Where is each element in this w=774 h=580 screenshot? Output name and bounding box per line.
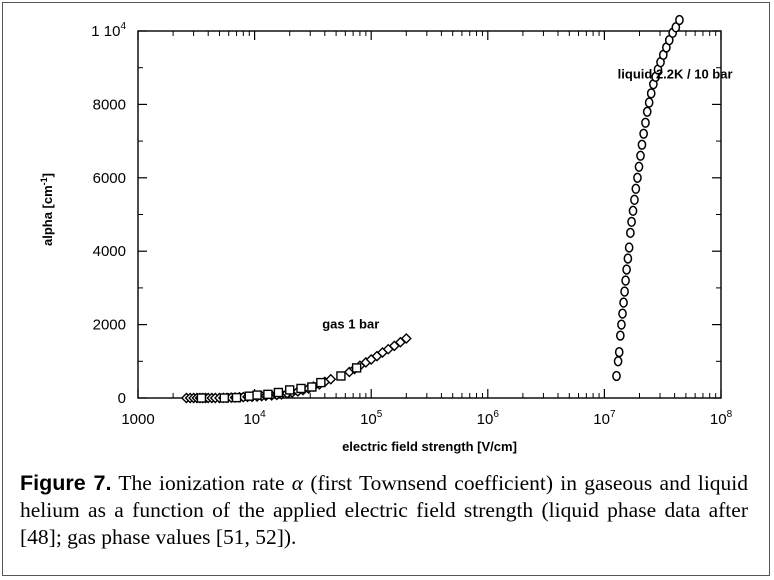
circle-marker — [637, 139, 647, 150]
circle-marker — [624, 242, 634, 253]
circle-marker — [627, 216, 636, 227]
circle-marker — [639, 128, 648, 139]
circle-marker — [646, 88, 656, 99]
y-tick-base: 6000 — [93, 170, 126, 187]
diamond-marker — [325, 373, 337, 385]
y-axis-label: alpha [cm-1] — [39, 173, 55, 246]
square-marker — [316, 377, 326, 388]
circle-marker — [622, 264, 631, 275]
x-axis-label: electric field strength [V/cm] — [342, 439, 517, 454]
square-marker — [219, 393, 230, 403]
x-tick-label: 1000 — [121, 411, 154, 428]
square-marker — [273, 387, 284, 398]
x-tick-label: 104 — [243, 409, 266, 428]
x-tick-base: 10 — [593, 411, 610, 428]
circle-marker — [617, 319, 626, 330]
circle-marker — [631, 183, 641, 194]
circle-marker — [614, 346, 624, 358]
x-tick-label: 105 — [360, 409, 383, 428]
annotation-label: liquid 2.2K / 10 bar — [618, 67, 733, 82]
figure-label: Figure 7. — [20, 471, 112, 495]
circle-marker — [633, 172, 642, 183]
square-marker — [196, 393, 207, 403]
y-axis-label-end: ] — [40, 173, 55, 177]
y-axis-label-sup: -1 — [39, 177, 49, 185]
circle-marker — [612, 370, 621, 382]
y-tick-label: 2000 — [93, 317, 126, 334]
y-tick-label: 6000 — [93, 170, 126, 187]
square-marker — [252, 390, 262, 400]
x-tick-base: 10 — [243, 411, 260, 428]
caption-text-end: (first Townsend coefficient) in gaseous … — [20, 471, 749, 549]
x-tick-label: 107 — [593, 409, 616, 428]
circle-marker — [626, 227, 635, 239]
y-tick-label: 0 — [118, 390, 126, 407]
y-tick-label: 4000 — [93, 243, 126, 260]
x-tick-exp: 8 — [727, 409, 733, 420]
circle-marker — [630, 194, 639, 205]
y-tick-base: 1 10 — [91, 23, 120, 40]
x-tick-exp: 4 — [260, 409, 266, 420]
square-marker — [263, 389, 273, 400]
square-marker — [231, 392, 242, 403]
x-tick-exp: 7 — [610, 409, 616, 420]
caption-text-start: The ionization rate — [118, 471, 285, 495]
circle-marker — [619, 297, 628, 308]
x-tick-base: 1000 — [121, 411, 154, 428]
circle-marker — [644, 97, 654, 108]
data-points — [180, 14, 684, 404]
y-axis-label-main: alpha [cm — [40, 185, 55, 246]
x-tick-label: 108 — [710, 409, 733, 428]
figure-caption: Figure 7. The ionization rate α (first T… — [20, 470, 748, 551]
square-marker — [307, 382, 317, 392]
circle-marker — [615, 330, 625, 341]
circle-marker — [618, 308, 627, 319]
y-tick-base: 4000 — [93, 243, 126, 260]
circle-marker — [636, 150, 645, 161]
square-marker — [351, 363, 362, 373]
x-tick-label: 106 — [477, 409, 500, 428]
annotation-label: gas 1 bar — [322, 316, 379, 331]
circle-marker — [634, 161, 644, 172]
diamond-marker — [400, 333, 412, 345]
circle-marker — [628, 205, 638, 216]
circle-marker — [642, 106, 652, 117]
x-tick-base: 10 — [360, 411, 377, 428]
square-marker — [244, 391, 254, 401]
circle-marker — [623, 253, 633, 264]
y-tick-exp: 4 — [120, 21, 126, 32]
y-tick-base: 2000 — [93, 317, 126, 334]
square-marker — [285, 385, 295, 395]
alpha-symbol: α — [291, 471, 304, 495]
annotations: gas 1 bar liquid 2.2K / 10 bar — [322, 67, 732, 332]
circle-marker — [675, 14, 684, 26]
y-tick-base: 8000 — [93, 96, 126, 113]
x-tick-exp: 6 — [493, 409, 499, 420]
x-tick-base: 10 — [710, 411, 727, 428]
square-marker — [296, 383, 306, 394]
circle-marker — [620, 286, 629, 297]
y-tick-label: 8000 — [93, 96, 126, 113]
x-tick-base: 10 — [477, 411, 494, 428]
circle-marker — [641, 117, 650, 128]
circle-marker — [613, 356, 623, 367]
y-tick-label: 1 104 — [91, 21, 126, 40]
circle-marker — [621, 275, 630, 286]
x-tick-exp: 5 — [377, 409, 383, 420]
y-tick-base: 0 — [118, 390, 126, 407]
square-marker — [336, 371, 346, 381]
